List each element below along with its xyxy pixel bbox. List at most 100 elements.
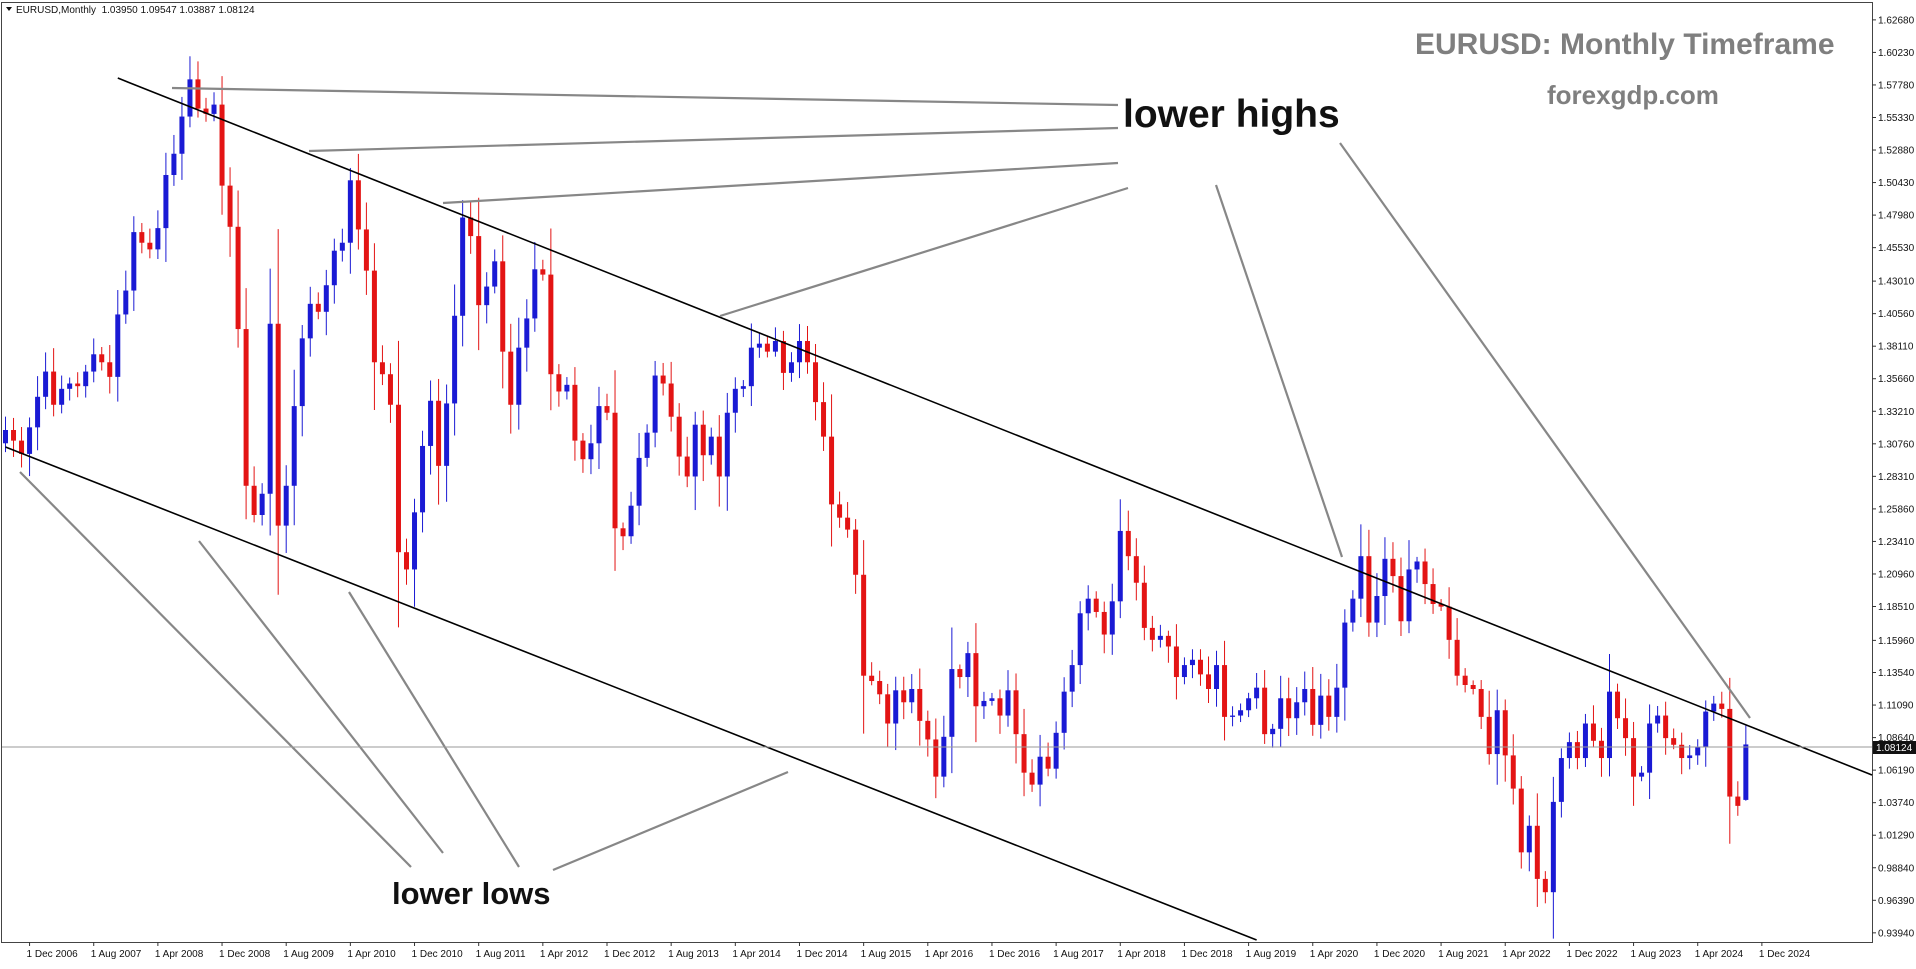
candle	[516, 317, 522, 430]
candle	[179, 96, 185, 180]
candle	[243, 288, 249, 520]
candle	[1703, 700, 1709, 767]
candle	[43, 352, 49, 410]
candle	[829, 394, 835, 547]
price-tick-label: 0.98840	[1878, 863, 1915, 874]
candle	[3, 416, 8, 453]
candle	[684, 436, 690, 488]
candle	[251, 466, 257, 523]
candle	[259, 483, 265, 526]
candle	[203, 97, 209, 122]
candle	[1486, 690, 1492, 765]
candle	[275, 229, 281, 595]
header-dropdown-icon[interactable]	[6, 7, 12, 11]
candle	[965, 641, 971, 698]
time-axis: 1 Dec 2006 1 Aug 2007 1 Apr 2008 1 Dec 2008…	[27, 942, 1811, 960]
pointer-line-low-4	[552, 770, 789, 872]
candle	[227, 167, 233, 257]
candle	[1582, 713, 1588, 767]
candle	[91, 338, 97, 383]
candle	[1615, 683, 1621, 730]
lower-channel-line	[5, 446, 1257, 941]
candle	[893, 676, 899, 751]
time-tick-label: 1 Apr 2018	[1117, 949, 1166, 960]
candle	[1045, 742, 1051, 777]
price-tick-label: 1.33210	[1878, 407, 1915, 418]
candle	[564, 377, 570, 400]
candle	[1590, 705, 1596, 748]
candle	[444, 384, 450, 502]
candle	[997, 689, 1003, 734]
candle	[1053, 721, 1059, 779]
time-tick-label: 1 Aug 2023	[1631, 949, 1682, 960]
candle	[420, 430, 426, 533]
candle	[524, 299, 530, 372]
time-tick-label: 1 Aug 2019	[1246, 949, 1297, 960]
candle	[764, 336, 770, 358]
candle	[716, 415, 722, 507]
time-tick-label: 1 Dec 2024	[1759, 949, 1811, 960]
candle	[1141, 565, 1147, 641]
candle	[171, 134, 177, 186]
candle	[1695, 739, 1701, 765]
chart-title-annotation: EURUSD: Monthly Timeframe	[1415, 28, 1835, 61]
candle	[540, 259, 546, 281]
pointer-line-high-3	[442, 161, 1119, 205]
candle	[1430, 568, 1436, 614]
candle	[1358, 524, 1364, 618]
pointer-line-high-5	[1214, 184, 1344, 558]
candle	[748, 323, 754, 407]
chart-header-info: EURUSD,Monthly 1.03950 1.09547 1.03887 1…	[16, 5, 255, 16]
price-tick-label: 1.52880	[1878, 146, 1915, 157]
candle	[1574, 730, 1580, 770]
candle	[1534, 793, 1540, 907]
plot-frame	[1, 2, 1873, 943]
candle	[1334, 663, 1340, 733]
candle	[1342, 609, 1348, 721]
candle	[853, 519, 859, 594]
candle	[612, 370, 618, 571]
candle	[452, 284, 458, 436]
candle	[1542, 871, 1548, 904]
price-tick-label: 1.28310	[1878, 472, 1915, 483]
candle	[949, 627, 955, 774]
candle	[331, 238, 337, 304]
time-tick-label: 1 Aug 2009	[283, 949, 334, 960]
candle	[1157, 624, 1163, 648]
candle	[620, 522, 626, 551]
candle	[1679, 732, 1685, 775]
candle	[660, 362, 666, 396]
candle	[363, 202, 369, 295]
candle	[339, 228, 345, 262]
candle	[500, 235, 506, 389]
current-price-label: 1.08124	[1876, 743, 1913, 754]
price-tick-label: 1.62680	[1878, 15, 1915, 26]
price-tick-label: 1.55330	[1878, 113, 1915, 124]
price-tick-label: 1.15960	[1878, 636, 1915, 647]
candle	[1085, 585, 1091, 631]
candle	[1607, 654, 1612, 777]
candle	[1013, 673, 1019, 764]
time-tick-label: 1 Aug 2011	[476, 949, 526, 960]
time-tick-label: 1 Apr 2016	[925, 949, 974, 960]
price-tick-label: 1.03740	[1878, 798, 1915, 809]
candle	[644, 424, 650, 467]
time-tick-label: 1 Dec 2020	[1374, 949, 1426, 960]
candle	[780, 330, 786, 390]
lower-lows-annotation: lower lows	[392, 876, 550, 911]
candle	[387, 363, 393, 423]
time-tick-label: 1 Dec 2022	[1566, 949, 1618, 960]
price-tick-label: 1.45530	[1878, 243, 1915, 254]
candle	[1502, 699, 1508, 782]
candle	[1558, 748, 1564, 818]
candle	[732, 377, 738, 433]
price-tick-label: 1.23410	[1878, 537, 1915, 548]
candle	[299, 325, 305, 437]
time-tick-label: 1 Dec 2018	[1181, 949, 1233, 960]
pointer-line-low-3	[348, 591, 520, 868]
candle	[740, 380, 746, 398]
time-tick-label: 1 Apr 2012	[540, 949, 589, 960]
candle	[1647, 704, 1653, 800]
candle	[1655, 705, 1661, 733]
